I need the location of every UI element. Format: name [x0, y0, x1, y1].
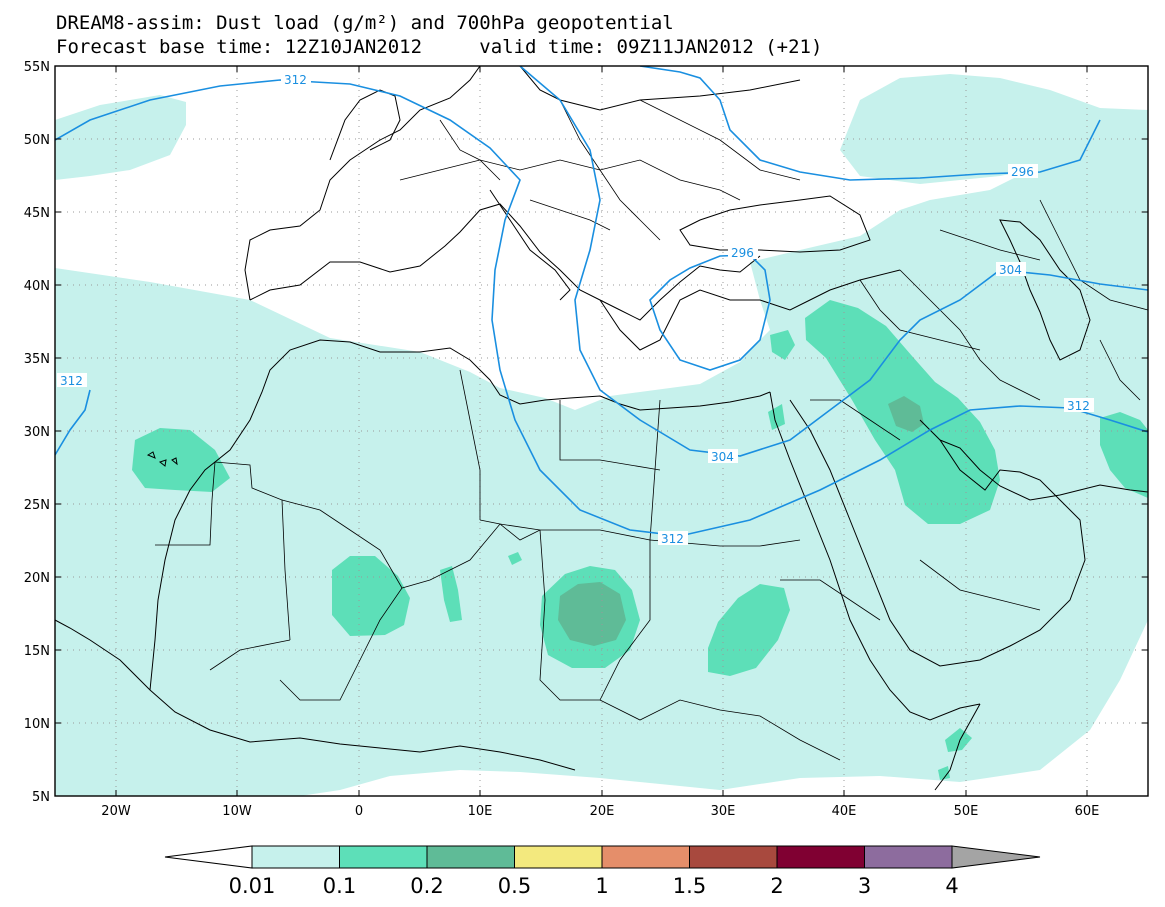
- lat-label-20n: 20N: [24, 571, 50, 586]
- colorbar-label: 3: [858, 874, 871, 898]
- lon-label-20w: 20W: [101, 804, 131, 819]
- lat-label-55n: 55N: [24, 60, 50, 75]
- colorbar-box: [340, 846, 428, 868]
- contour-label-312-west: 312: [60, 374, 83, 388]
- colorbar-over-arrow: [952, 846, 1040, 868]
- colorbar-label: 2: [770, 874, 783, 898]
- colorbar-box: [865, 846, 953, 868]
- colorbar-box: [602, 846, 690, 868]
- lat-label-30n: 30N: [24, 425, 50, 440]
- longitude-labels: 20W 10W 0 10E 20E 30E 40E 50E 60E: [101, 804, 1099, 819]
- lon-label-60e: 60E: [1075, 804, 1100, 819]
- lat-label-50n: 50N: [24, 133, 50, 148]
- colorbar-box: [515, 846, 603, 868]
- lat-label-40n: 40N: [24, 279, 50, 294]
- lat-label-5n: 5N: [32, 790, 50, 805]
- lon-label-20e: 20E: [590, 804, 615, 819]
- latitude-labels: 55N 50N 45N 40N 35N 30N 25N 20N 15N 10N …: [24, 60, 50, 805]
- lon-label-0: 0: [355, 804, 363, 819]
- colorbar-label: 0.01: [229, 874, 276, 898]
- contour-label-296-east: 296: [1011, 165, 1034, 179]
- lon-label-10w: 10W: [222, 804, 252, 819]
- lat-label-15n: 15N: [24, 644, 50, 659]
- colorbar-label: 0.2: [410, 874, 443, 898]
- lat-label-10n: 10N: [24, 717, 50, 732]
- lon-label-10e: 10E: [468, 804, 493, 819]
- colorbar-label: 0.1: [323, 874, 356, 898]
- contour-label-296-turkey: 296: [731, 246, 754, 260]
- colorbar-label: 4: [945, 874, 958, 898]
- colorbar-labels: 0.01 0.1 0.2 0.5 1 1.5 2 3 4: [229, 874, 959, 898]
- colorbar-label: 0.5: [498, 874, 531, 898]
- lat-label-45n: 45N: [24, 206, 50, 221]
- colorbar-label: 1: [595, 874, 608, 898]
- colorbar-under-arrow: [165, 846, 252, 868]
- contour-label-312-iran: 312: [1067, 399, 1090, 413]
- contour-label-312-sudan: 312: [661, 532, 684, 546]
- colorbar-box: [427, 846, 515, 868]
- lon-label-40e: 40E: [832, 804, 857, 819]
- lon-label-50e: 50E: [954, 804, 979, 819]
- lat-label-35n: 35N: [24, 352, 50, 367]
- contour-label-304-egypt: 304: [711, 450, 734, 464]
- colorbar: 0.01 0.1 0.2 0.5 1 1.5 2 3 4: [165, 846, 1040, 898]
- lat-label-25n: 25N: [24, 498, 50, 513]
- colorbar-box: [777, 846, 865, 868]
- colorbar-box: [252, 846, 340, 868]
- colorbar-box: [690, 846, 778, 868]
- lon-label-30e: 30E: [711, 804, 736, 819]
- contour-label-312-north: 312: [284, 73, 307, 87]
- contour-label-304-east: 304: [999, 263, 1022, 277]
- map-area: 312 296 304 296 304 312 312 312: [55, 66, 1148, 796]
- colorbar-label: 1.5: [673, 874, 706, 898]
- colorbar-boxes: [252, 846, 952, 868]
